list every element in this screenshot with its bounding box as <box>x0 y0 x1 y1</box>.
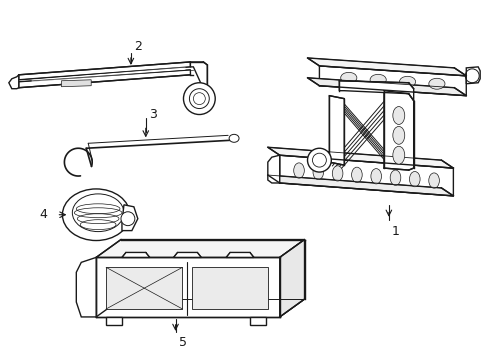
Text: 4: 4 <box>40 208 47 221</box>
Circle shape <box>307 148 331 172</box>
Ellipse shape <box>351 167 362 183</box>
Polygon shape <box>319 66 466 96</box>
Polygon shape <box>279 155 452 196</box>
Text: 2: 2 <box>134 40 142 53</box>
Polygon shape <box>267 155 279 183</box>
Ellipse shape <box>399 76 415 87</box>
Polygon shape <box>249 317 265 325</box>
Text: 1: 1 <box>391 225 399 238</box>
Polygon shape <box>190 62 207 89</box>
Polygon shape <box>96 299 304 317</box>
Polygon shape <box>173 252 201 257</box>
Polygon shape <box>9 75 19 89</box>
Polygon shape <box>267 147 452 168</box>
Ellipse shape <box>229 134 239 142</box>
Ellipse shape <box>340 72 356 83</box>
Circle shape <box>183 83 215 114</box>
Ellipse shape <box>392 126 404 144</box>
Polygon shape <box>106 317 122 325</box>
Polygon shape <box>122 252 149 257</box>
Polygon shape <box>106 267 182 309</box>
Polygon shape <box>61 80 91 87</box>
Polygon shape <box>96 257 279 317</box>
Polygon shape <box>267 175 452 196</box>
Ellipse shape <box>293 163 304 178</box>
Ellipse shape <box>389 170 400 185</box>
Ellipse shape <box>408 171 419 187</box>
Ellipse shape <box>428 173 439 188</box>
Circle shape <box>121 212 135 226</box>
Polygon shape <box>328 96 344 165</box>
Ellipse shape <box>312 164 323 180</box>
Ellipse shape <box>370 168 381 184</box>
Polygon shape <box>307 58 466 76</box>
Ellipse shape <box>332 166 342 181</box>
Text: 5: 5 <box>178 336 186 349</box>
Ellipse shape <box>428 78 444 89</box>
Polygon shape <box>192 267 267 309</box>
Polygon shape <box>466 67 479 84</box>
Ellipse shape <box>392 146 404 164</box>
Polygon shape <box>32 67 185 82</box>
Ellipse shape <box>62 189 130 240</box>
Polygon shape <box>122 205 138 231</box>
Polygon shape <box>383 91 413 170</box>
Polygon shape <box>279 239 304 317</box>
Polygon shape <box>19 70 190 88</box>
Polygon shape <box>307 78 466 96</box>
Polygon shape <box>225 252 253 257</box>
Polygon shape <box>76 257 96 317</box>
Polygon shape <box>339 81 413 100</box>
Ellipse shape <box>392 107 404 125</box>
Ellipse shape <box>369 74 386 85</box>
Polygon shape <box>19 62 190 80</box>
Text: 3: 3 <box>148 108 156 121</box>
Polygon shape <box>96 239 304 257</box>
